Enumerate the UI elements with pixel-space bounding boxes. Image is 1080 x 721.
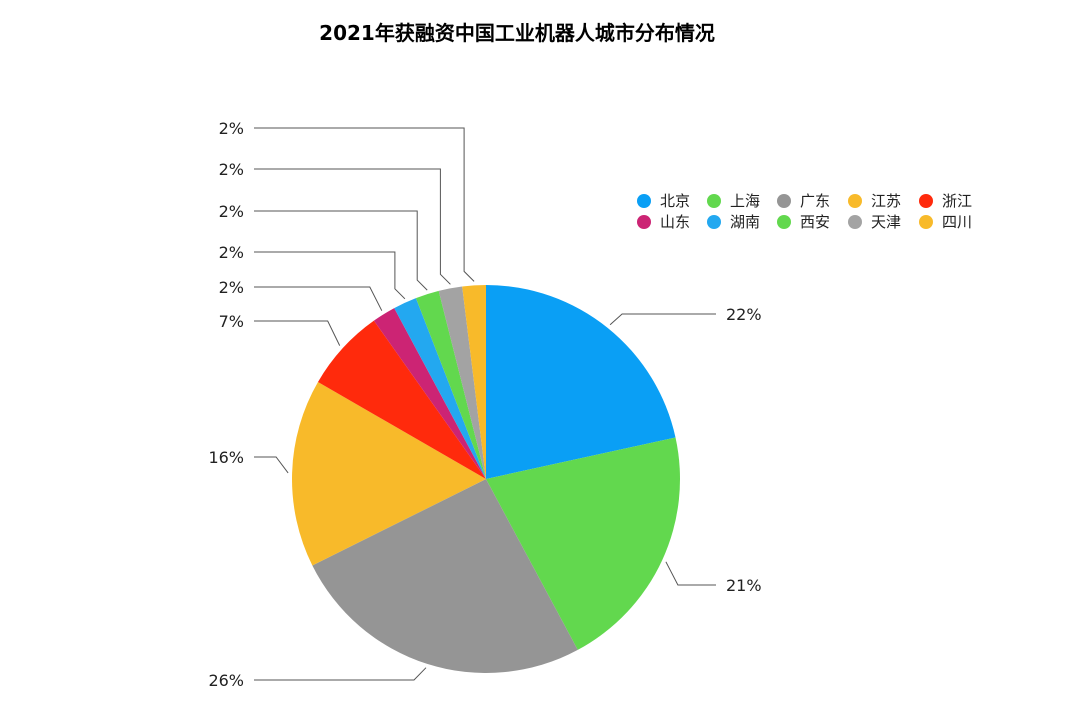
- legend-label-上海: 上海: [730, 192, 760, 210]
- leader-line-广东: [254, 667, 427, 681]
- leader-line-湖南: [254, 251, 406, 300]
- data-label-上海: 21%: [726, 576, 762, 595]
- legend-swatch-湖南: [707, 215, 721, 229]
- data-label-山东: 2%: [219, 278, 244, 297]
- pie-slice-广东: [312, 479, 578, 674]
- legend-label-广东: 广东: [800, 192, 830, 210]
- data-label-天津: 2%: [219, 160, 244, 179]
- leader-line-上海: [665, 561, 716, 586]
- legend-label-四川: 四川: [942, 213, 972, 231]
- legend-label-北京: 北京: [660, 192, 690, 210]
- data-label-浙江: 7%: [219, 312, 244, 331]
- pie-slice-天津: [438, 286, 486, 479]
- legend-label-湖南: 湖南: [730, 213, 760, 231]
- leader-line-江苏: [254, 456, 289, 474]
- pie-slice-湖南: [394, 298, 486, 479]
- pie-slice-四川: [462, 285, 486, 479]
- leader-line-山东: [254, 286, 383, 311]
- leader-line-浙江: [254, 320, 341, 346]
- legend-swatch-广东: [777, 194, 791, 208]
- pie-slice-北京: [486, 285, 676, 479]
- leader-lines: [254, 127, 716, 681]
- legend-label-山东: 山东: [660, 213, 690, 231]
- legend-label-浙江: 浙江: [942, 192, 972, 210]
- legend-label-天津: 天津: [871, 213, 901, 231]
- legend-label-江苏: 江苏: [871, 192, 901, 210]
- legend-swatch-山东: [637, 215, 651, 229]
- pie-slices: [292, 285, 681, 674]
- legend-swatch-天津: [848, 215, 862, 229]
- data-label-江苏: 16%: [208, 448, 244, 467]
- leader-line-西安: [254, 210, 428, 291]
- legend-swatch-西安: [777, 215, 791, 229]
- leader-line-北京: [609, 313, 716, 326]
- pie-slice-江苏: [292, 382, 486, 566]
- leader-line-天津: [254, 168, 451, 285]
- legend-swatch-江苏: [848, 194, 862, 208]
- legend-swatch-浙江: [919, 194, 933, 208]
- leader-line-四川: [254, 127, 475, 282]
- data-label-湖南: 2%: [219, 243, 244, 262]
- data-labels: 22% 21% 26% 16% 7% 2% 2% 2% 2% 2%: [208, 119, 761, 690]
- pie-slice-浙江: [317, 320, 486, 479]
- data-label-四川: 2%: [219, 119, 244, 138]
- chart-title: 2021年获融资中国工业机器人城市分布情况: [319, 21, 715, 45]
- data-label-广东: 26%: [208, 671, 244, 690]
- pie-slice-山东: [373, 308, 486, 479]
- legend-swatch-北京: [637, 194, 651, 208]
- data-label-西安: 2%: [219, 202, 244, 221]
- legend-swatch-上海: [707, 194, 721, 208]
- pie-slice-上海: [486, 437, 681, 650]
- pie-slice-西安: [415, 290, 486, 479]
- legend-label-西安: 西安: [800, 213, 830, 231]
- legend-swatch-四川: [919, 215, 933, 229]
- data-label-北京: 22%: [726, 305, 762, 324]
